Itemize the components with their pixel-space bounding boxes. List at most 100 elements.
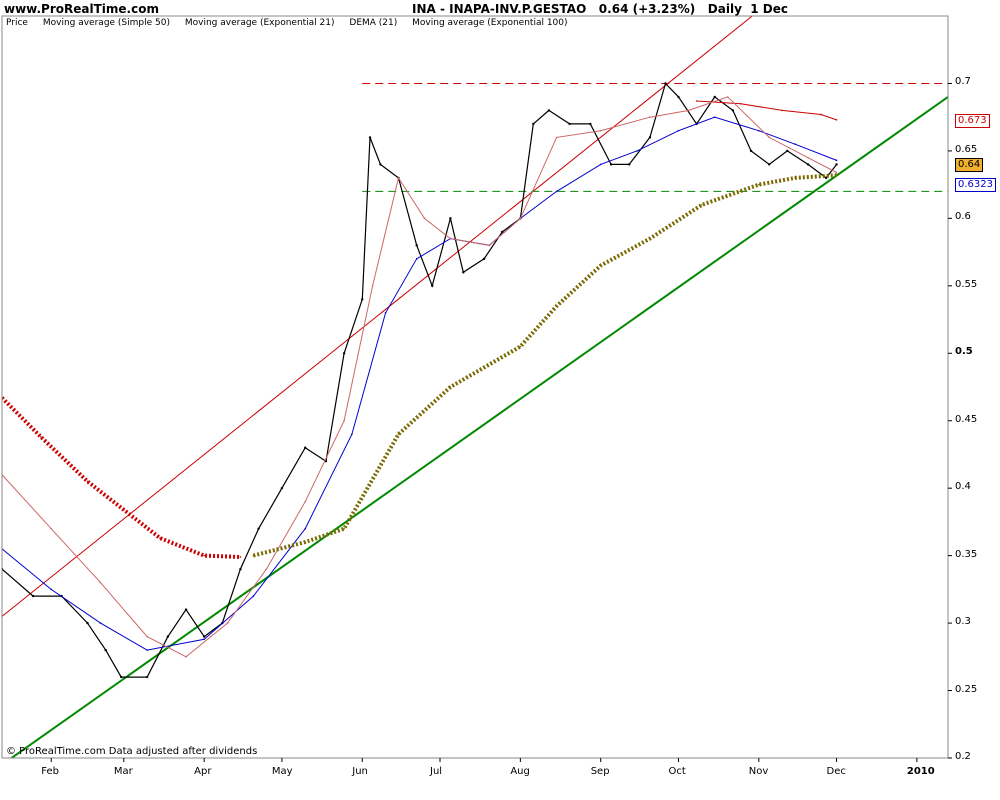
- series-3-point: [758, 129, 760, 132]
- series-0-point: [664, 82, 667, 85]
- series-3-point: [599, 163, 602, 166]
- series-3-point: [713, 116, 716, 118]
- series-1-point: [86, 480, 89, 483]
- y-tick-label: 0.55: [955, 278, 978, 290]
- series-4-point: [397, 177, 400, 179]
- series-0-point: [31, 594, 35, 598]
- series-0-point: [713, 95, 716, 99]
- x-tick-label: Jul: [430, 766, 443, 777]
- series-0-point: [145, 675, 149, 679]
- series-4-point: [807, 156, 809, 159]
- series-3-point: [252, 595, 255, 597]
- series-0-point: [449, 217, 452, 220]
- series-0-point: [677, 95, 680, 99]
- series-3-point: [304, 527, 307, 530]
- series-4-point: [50, 527, 53, 530]
- series-5-point: [649, 237, 651, 240]
- series-0-point: [166, 635, 170, 638]
- series-0-point: [767, 163, 771, 166]
- series-5-point: [758, 183, 760, 186]
- series-4-point: [371, 285, 374, 287]
- series-4-point: [304, 500, 307, 503]
- series-3-point: [794, 143, 796, 145]
- series-0-point: [824, 176, 828, 180]
- series-layer: [2, 16, 948, 758]
- series-line-4: [2, 96, 837, 658]
- series-3-point: [555, 190, 558, 193]
- x-tick-label: 2010: [906, 766, 935, 777]
- series-0-point: [501, 230, 504, 234]
- series-0-point: [648, 136, 652, 139]
- series-4-point: [688, 109, 690, 112]
- legend-dema21: DEMA (21): [349, 18, 398, 28]
- series-0-point: [304, 446, 307, 449]
- series-0-point: [342, 352, 346, 355]
- series-2-point: [739, 102, 742, 105]
- series-3-point: [415, 258, 418, 260]
- series-0-point: [120, 675, 123, 679]
- legend-ema100: Moving average (Exponential 100): [412, 18, 568, 28]
- series-4-point: [423, 217, 426, 220]
- series-0-point: [368, 136, 372, 139]
- series-0-point: [462, 271, 465, 274]
- y-tick-label: 0.35: [955, 548, 978, 560]
- x-tick-label: Oct: [668, 766, 686, 777]
- x-tick-label: Jun: [352, 766, 368, 777]
- series-0-point: [628, 163, 631, 166]
- series-3-point: [99, 622, 102, 624]
- trendline-0: [9, 96, 948, 758]
- ema21-value-tag: 0.6323: [955, 178, 996, 193]
- series-1-point: [239, 556, 242, 558]
- series-2-point: [835, 119, 838, 121]
- series-5-point: [397, 433, 400, 436]
- series-0-point: [609, 163, 613, 166]
- series-4-point: [726, 96, 729, 98]
- series-5-point: [555, 305, 558, 307]
- series-3-point: [835, 159, 838, 162]
- series-3-point: [50, 588, 53, 591]
- sma50-value-tag: 0.673: [955, 113, 990, 128]
- price-value-tag: 0.64: [955, 158, 984, 173]
- chart-title: INA - INAPA-INV.P.GESTAO 0.64 (+3.23%) D…: [412, 2, 788, 16]
- series-5-point: [700, 204, 703, 206]
- series-5-point: [449, 386, 452, 388]
- series-0-point: [532, 122, 535, 126]
- series-2-point: [781, 109, 783, 112]
- series-3-point: [636, 150, 638, 152]
- series-0-point: [361, 298, 364, 301]
- series-0-point: [806, 163, 810, 166]
- series-line-1: [2, 396, 241, 559]
- series-0-point: [731, 109, 735, 112]
- trendline-1: [2, 16, 754, 617]
- series-line-3: [2, 116, 837, 651]
- series-4-point: [768, 136, 770, 139]
- series-line-0: [2, 82, 838, 678]
- series-4-point: [226, 622, 229, 624]
- series-5-point: [343, 527, 345, 530]
- series-4-point: [99, 581, 102, 584]
- series-0-point: [482, 257, 486, 261]
- series-1-point: [123, 508, 125, 511]
- series-4-point: [649, 116, 651, 118]
- y-tick-label: 0.2: [955, 751, 971, 762]
- series-4-point: [488, 244, 491, 247]
- series-5-point: [835, 174, 838, 176]
- legend-ema21: Moving average (Exponential 21): [184, 18, 335, 28]
- series-0-point: [415, 244, 418, 247]
- series-3-point: [384, 312, 387, 314]
- series-0-point: [431, 284, 434, 288]
- series-5-point: [599, 264, 602, 267]
- series-0-point: [239, 567, 242, 571]
- plot-frame: [1, 15, 949, 759]
- chart-legend: Price Moving average (Simple 50) Moving …: [6, 18, 580, 28]
- series-4-point: [265, 568, 268, 570]
- series-0-point: [257, 527, 260, 530]
- y-tick-label: 0.7: [955, 76, 971, 88]
- series-5-point: [519, 345, 522, 348]
- series-0-point: [568, 122, 571, 126]
- x-tick-label: Dec: [826, 766, 846, 777]
- series-0-point: [280, 486, 284, 490]
- x-tick-label: Apr: [194, 766, 212, 777]
- y-tick-label: 0.3: [955, 616, 971, 628]
